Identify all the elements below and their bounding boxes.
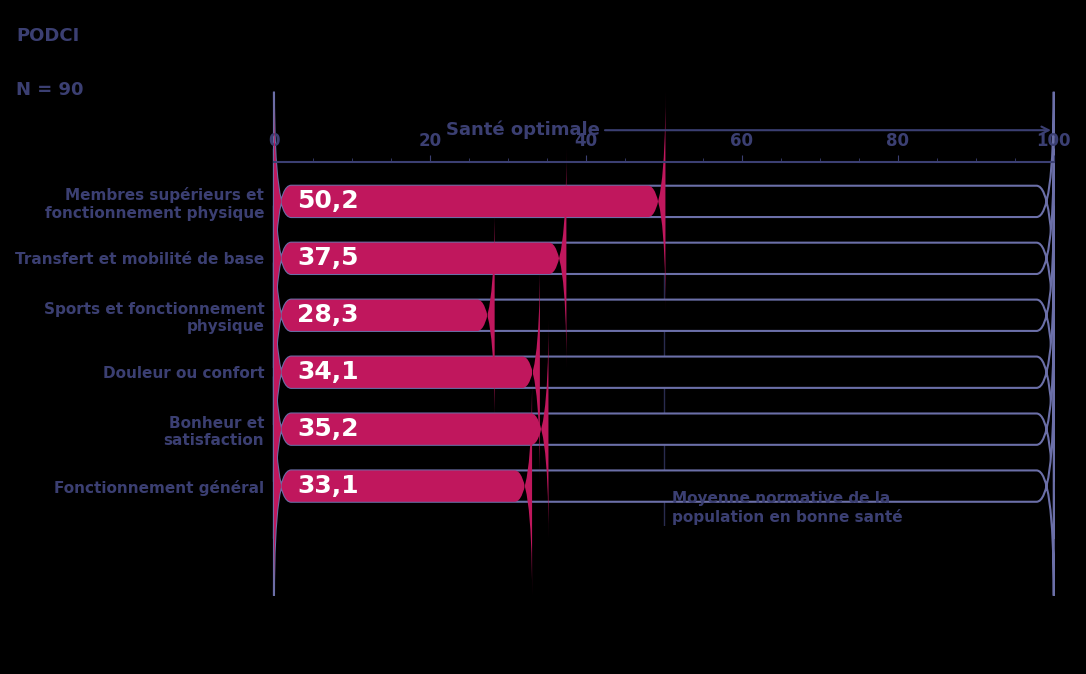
- FancyBboxPatch shape: [274, 319, 548, 539]
- FancyBboxPatch shape: [274, 206, 494, 425]
- Text: Moyenne normative de la
population en bonne santé: Moyenne normative de la population en bo…: [671, 491, 902, 525]
- FancyBboxPatch shape: [274, 263, 1053, 482]
- Text: PODCI: PODCI: [16, 27, 79, 45]
- Text: Santé optimale: Santé optimale: [445, 121, 1049, 140]
- Text: 35,2: 35,2: [298, 417, 358, 441]
- Text: 37,5: 37,5: [298, 246, 358, 270]
- FancyBboxPatch shape: [274, 92, 666, 311]
- Text: 33,1: 33,1: [298, 474, 359, 498]
- FancyBboxPatch shape: [274, 377, 1053, 596]
- Text: 50,2: 50,2: [298, 189, 359, 214]
- Text: 28,3: 28,3: [298, 303, 358, 328]
- FancyBboxPatch shape: [274, 377, 532, 596]
- FancyBboxPatch shape: [274, 206, 1053, 425]
- FancyBboxPatch shape: [274, 149, 1053, 368]
- FancyBboxPatch shape: [274, 263, 540, 482]
- Text: 34,1: 34,1: [298, 360, 359, 384]
- FancyBboxPatch shape: [274, 319, 1053, 539]
- FancyBboxPatch shape: [274, 149, 567, 368]
- Text: N = 90: N = 90: [16, 81, 84, 99]
- FancyBboxPatch shape: [274, 92, 1053, 311]
